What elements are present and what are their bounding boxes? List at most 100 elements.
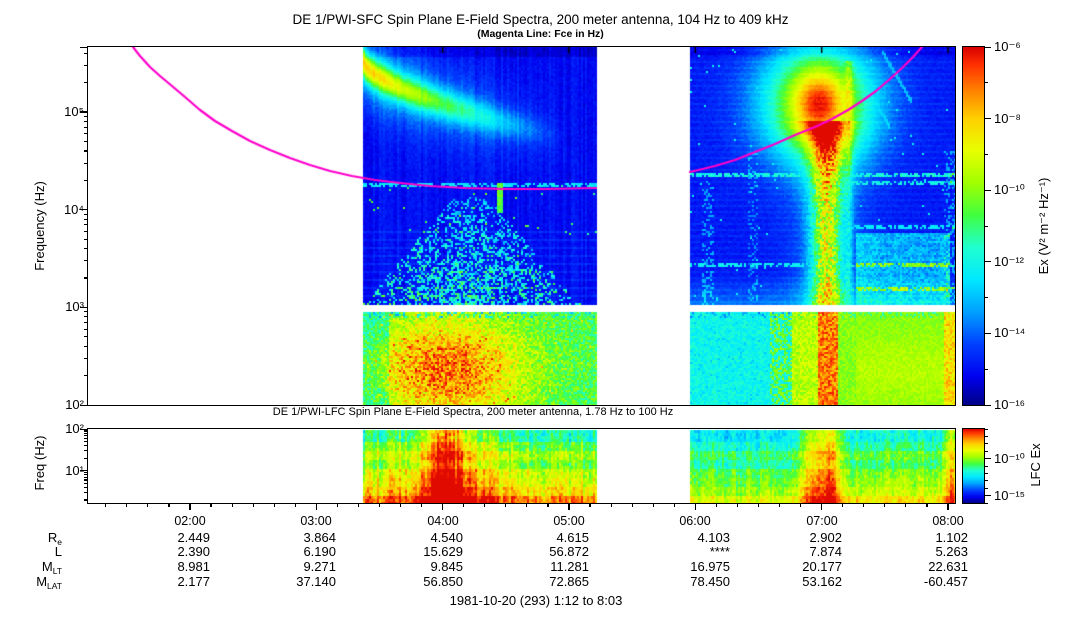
table-row-label-l: L bbox=[0, 544, 62, 559]
axis-tick bbox=[84, 357, 88, 360]
table-cell: 4.615 bbox=[556, 530, 589, 545]
sfc-cbar-tick-1e-14: 10⁻¹⁴ bbox=[994, 325, 1026, 340]
axis-tick bbox=[84, 434, 88, 437]
lfc-ytick-1e2: 10² bbox=[65, 421, 84, 436]
date-caption: 1981-10-20 (293) 1:12 to 8:03 bbox=[449, 593, 623, 608]
axis-tick bbox=[84, 375, 88, 377]
axis-tick bbox=[336, 503, 338, 507]
sfc-ytick-1e4: 10⁴ bbox=[63, 202, 84, 217]
table-cell: 16.975 bbox=[690, 559, 730, 574]
axis-tick bbox=[757, 503, 760, 507]
lfc-cbar-tick-1e-15: 10⁻¹⁵ bbox=[994, 488, 1026, 503]
table-cell: 56.850 bbox=[423, 574, 463, 589]
sfc-spectrogram-panel bbox=[87, 46, 956, 406]
lfc-spectrogram-canvas bbox=[88, 429, 955, 503]
axis-tick bbox=[84, 345, 88, 347]
axis-tick bbox=[984, 480, 988, 482]
lfc-colorbar-label: LFC Ex bbox=[1028, 443, 1043, 487]
axis-tick bbox=[947, 503, 949, 510]
axis-tick bbox=[984, 368, 988, 370]
axis-tick bbox=[84, 316, 88, 318]
axis-tick bbox=[984, 189, 991, 191]
table-cell: 11.281 bbox=[550, 559, 589, 574]
table-cell: 3.864 bbox=[303, 530, 336, 545]
axis-tick bbox=[800, 503, 802, 507]
table-cell: 20.177 bbox=[802, 559, 842, 574]
sfc-colorbar-label: Ex (V² m⁻² Hz⁻¹) bbox=[1036, 177, 1051, 275]
axis-tick bbox=[84, 82, 88, 84]
axis-tick bbox=[84, 437, 88, 439]
axis-tick bbox=[231, 503, 233, 507]
axis-tick bbox=[505, 503, 507, 507]
axis-tick bbox=[984, 332, 991, 335]
axis-tick bbox=[652, 503, 654, 507]
axis-tick bbox=[568, 503, 570, 510]
lfc-spectrogram-panel bbox=[87, 428, 956, 504]
axis-tick bbox=[778, 503, 781, 507]
axis-tick bbox=[442, 503, 444, 510]
axis-tick bbox=[252, 503, 254, 507]
axis-tick bbox=[84, 311, 88, 313]
axis-tick bbox=[547, 503, 549, 507]
axis-tick bbox=[84, 482, 88, 484]
sfc-ytick-1e5: 10⁵ bbox=[64, 104, 84, 119]
table-cell: 53.162 bbox=[802, 574, 842, 589]
axis-tick bbox=[984, 82, 988, 84]
row-label-main: L bbox=[54, 544, 62, 559]
axis-tick bbox=[984, 404, 991, 406]
axis-tick bbox=[84, 179, 88, 181]
table-cell: 9.845 bbox=[430, 559, 463, 574]
sfc-cbar-tick-1e-8: 10⁻⁸ bbox=[994, 111, 1021, 126]
axis-tick bbox=[84, 486, 88, 488]
table-cell: 37.140 bbox=[296, 574, 336, 589]
table-row-label-mlt: MLT bbox=[0, 559, 62, 576]
sfc-cbar-tick-1e-10: 10⁻¹⁰ bbox=[994, 182, 1025, 197]
axis-tick bbox=[80, 428, 88, 430]
table-cell: 22.631 bbox=[928, 559, 968, 574]
axis-tick bbox=[984, 261, 991, 263]
table-cell: 9.271 bbox=[303, 559, 336, 574]
axis-tick bbox=[863, 503, 865, 507]
axis-tick bbox=[84, 260, 88, 262]
axis-tick bbox=[84, 445, 88, 447]
axis-tick bbox=[84, 52, 88, 54]
row-label-main: M bbox=[36, 574, 48, 589]
axis-tick bbox=[84, 162, 88, 164]
axis-tick bbox=[84, 474, 88, 476]
axis-tick bbox=[84, 230, 88, 233]
table-cell: 72.865 bbox=[549, 574, 589, 589]
axis-tick bbox=[984, 46, 991, 48]
axis-tick bbox=[84, 457, 88, 459]
axis-tick bbox=[80, 404, 88, 406]
table-cell: 2.449 bbox=[177, 530, 210, 545]
figure-subtitle: (Magenta Line: Fce in Hz) bbox=[477, 28, 604, 40]
axis-tick bbox=[84, 126, 88, 128]
table-row-label-re: Re bbox=[0, 530, 62, 547]
axis-tick bbox=[84, 120, 88, 123]
axis-tick bbox=[984, 435, 988, 438]
sfc-ytick-1e3: 10³ bbox=[65, 299, 84, 314]
axis-tick bbox=[984, 487, 988, 489]
axis-tick bbox=[610, 503, 612, 507]
axis-tick bbox=[126, 503, 128, 507]
table-cell: 56.872 bbox=[549, 544, 589, 559]
axis-tick bbox=[84, 441, 88, 443]
sfc-y-axis-label: Frequency (Hz) bbox=[32, 181, 47, 271]
axis-tick bbox=[84, 115, 88, 118]
axis-tick bbox=[357, 503, 360, 507]
axis-tick bbox=[984, 225, 988, 227]
row-label-sub: LT bbox=[52, 566, 62, 576]
axis-tick bbox=[484, 503, 486, 507]
hour-label-0400: 04:00 bbox=[427, 514, 459, 528]
table-cell: 2.390 bbox=[177, 544, 210, 559]
axis-tick bbox=[984, 443, 988, 445]
axis-tick bbox=[84, 224, 88, 226]
axis-tick bbox=[526, 503, 528, 507]
axis-tick bbox=[84, 336, 88, 338]
axis-tick bbox=[84, 213, 88, 215]
sfc-cbar-tick-1e-6: 10⁻⁶ bbox=[994, 39, 1021, 54]
axis-tick bbox=[80, 306, 88, 309]
axis-tick bbox=[842, 503, 844, 507]
axis-tick bbox=[421, 503, 423, 507]
hour-label-0200: 02:00 bbox=[174, 514, 206, 528]
